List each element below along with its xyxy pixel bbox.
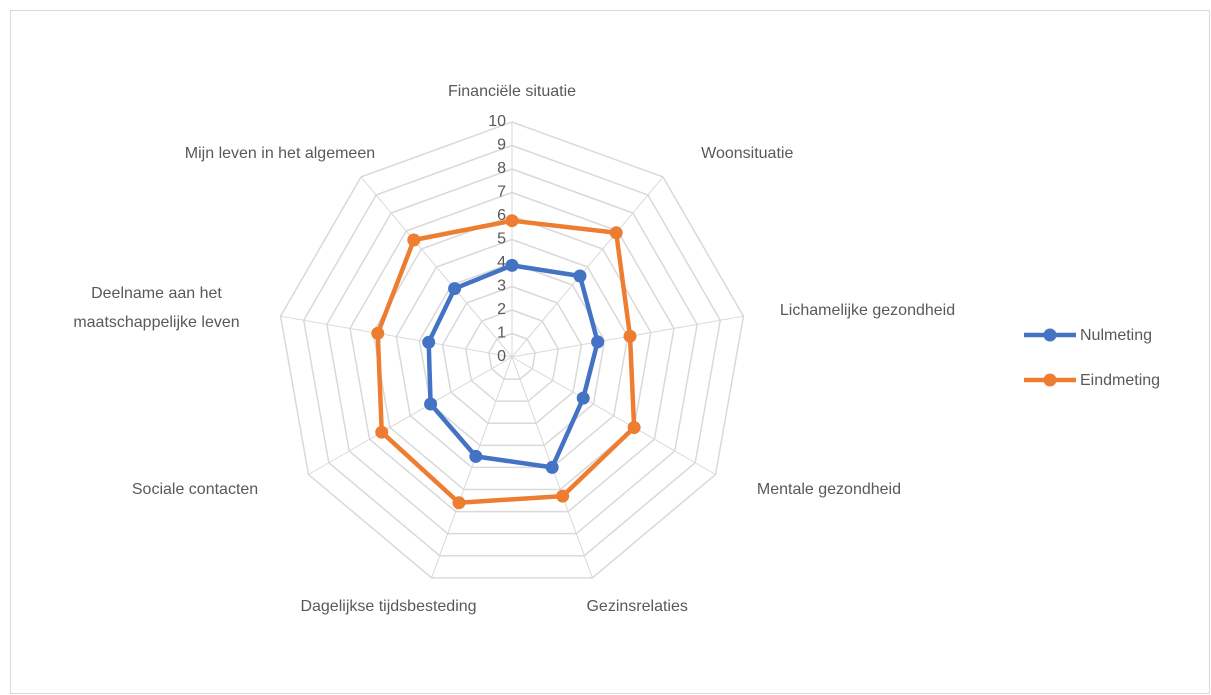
- chart-frame: [10, 10, 1210, 694]
- category-label: Deelname aan het maatschappelijke leven: [73, 285, 240, 332]
- marker: [545, 460, 559, 474]
- legend-label: Eindmeting: [1080, 372, 1160, 389]
- marker: [627, 421, 641, 434]
- marker: [424, 397, 438, 411]
- r-tick-label: 4: [497, 254, 506, 271]
- spoke: [511, 176, 664, 358]
- r-tick-label: 3: [497, 278, 506, 295]
- series-line: [426, 263, 600, 470]
- category-label: Gezinsrelaties: [586, 597, 688, 615]
- category-label: Mentale gezondheid: [756, 481, 901, 499]
- grid-ring: [279, 121, 745, 579]
- r-tick-label: 7: [497, 184, 506, 201]
- marker: [556, 489, 570, 503]
- grid-ring: [326, 168, 698, 535]
- category-label: Sociale contacten: [131, 481, 259, 499]
- marker: [452, 496, 466, 510]
- r-tick-label: 0: [497, 348, 506, 365]
- grid-ring: [395, 238, 629, 469]
- marker: [371, 326, 385, 340]
- legend-marker: [1043, 373, 1057, 387]
- marker: [469, 449, 483, 463]
- category-label: Mijn leven in het algemeen: [184, 145, 376, 163]
- legend-label: Nulmeting: [1080, 327, 1152, 344]
- r-tick-label: 10: [488, 113, 506, 130]
- grid-ring: [464, 309, 560, 402]
- r-tick-label: 1: [497, 325, 506, 342]
- spoke: [308, 356, 513, 475]
- grid-ring: [302, 144, 722, 557]
- marker: [609, 226, 623, 240]
- marker: [375, 425, 389, 439]
- r-tick-label: 6: [497, 207, 506, 224]
- grid-ring: [349, 191, 675, 513]
- marker: [407, 233, 421, 247]
- category-label: Dagelijkse tijdsbesteding: [300, 597, 477, 615]
- grid-ring: [372, 215, 652, 491]
- r-tick-label: 8: [497, 160, 506, 177]
- series-line: [375, 218, 637, 505]
- marker: [576, 391, 590, 405]
- r-tick-label: 2: [497, 301, 506, 318]
- spoke: [511, 356, 716, 475]
- marker: [591, 335, 605, 349]
- r-tick-label: 5: [497, 231, 506, 248]
- grid-ring: [488, 332, 536, 380]
- marker: [505, 258, 519, 272]
- category-label: Woonsituatie: [701, 145, 794, 163]
- spoke: [431, 356, 513, 578]
- spoke: [280, 315, 513, 358]
- category-label: Financiële situatie: [447, 83, 577, 100]
- marker: [422, 335, 436, 349]
- marker: [573, 269, 587, 283]
- marker: [448, 282, 462, 296]
- category-label: Lichamelijke gezondheid: [779, 302, 956, 320]
- grid-ring: [441, 285, 583, 424]
- r-tick-label: 9: [497, 137, 506, 154]
- spoke: [360, 176, 513, 358]
- marker: [505, 214, 519, 228]
- legend-marker: [1043, 328, 1057, 342]
- marker: [623, 329, 637, 343]
